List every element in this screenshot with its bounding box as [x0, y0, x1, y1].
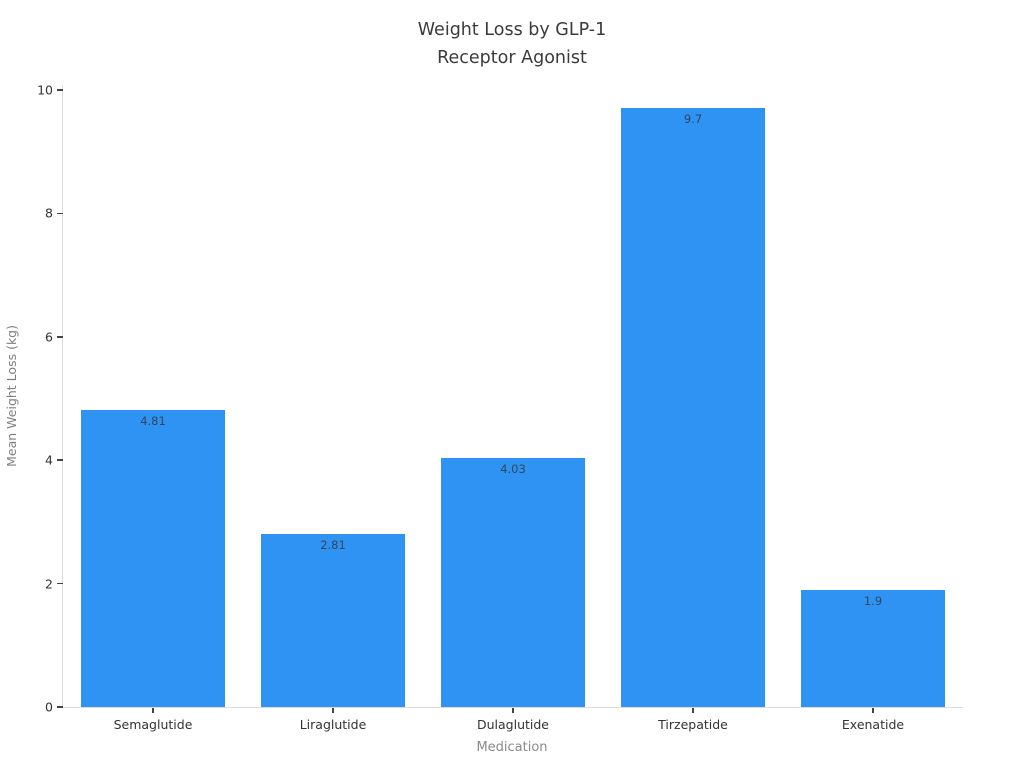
x-tick-mark-dulaglutide — [512, 708, 514, 713]
y-axis-title: Mean Weight Loss (kg) — [0, 85, 22, 707]
x-tick-label-semaglutide: Semaglutide — [113, 717, 193, 732]
x-tick-label-tirzepatide: Tirzepatide — [658, 717, 728, 732]
x-tick-mark-tirzepatide — [692, 708, 694, 713]
y-tick-mark-2 — [57, 582, 63, 585]
plot-area: 0 2 4 6 8 10 4.81 Semaglutide 2.81 Liraglutide 4.0… — [37, 82, 963, 732]
x-tick-mark-exenatide — [872, 708, 874, 713]
bar-liraglutide — [261, 533, 405, 707]
y-axis-title-text: Mean Weight Loss (kg) — [3, 325, 19, 467]
chart-title-line-2: Receptor Agonist — [437, 48, 587, 68]
x-axis-title: Medication — [476, 740, 548, 755]
y-tick-mark-0 — [57, 706, 63, 708]
y-tick-label-10: 10 — [37, 82, 53, 98]
y-tick-mark-10 — [57, 89, 63, 91]
y-tick-label-8: 8 — [45, 205, 53, 221]
y-tick-mark-8 — [57, 212, 63, 215]
x-tick-mark-liraglutide — [332, 708, 334, 713]
x-tick-label-liraglutide: Liraglutide — [299, 717, 367, 732]
x-tick-label-exenatide: Exenatide — [841, 717, 905, 732]
bar-exenatide — [801, 589, 945, 707]
bar-dulaglutide — [441, 458, 585, 707]
x-tick-mark-semaglutide — [152, 708, 154, 713]
chart-title-line-1: Weight Loss by GLP-1 — [417, 20, 607, 40]
chart-title: Weight Loss by GLP-1 Receptor Agonist — [0, 16, 1024, 72]
y-tick-label-4: 4 — [45, 452, 53, 468]
y-tick-label-6: 6 — [45, 329, 53, 345]
y-tick-label-2: 2 — [45, 576, 53, 592]
y-tick-mark-6 — [57, 336, 63, 338]
bar-semaglutide — [81, 410, 225, 707]
y-tick-label-0: 0 — [45, 699, 53, 715]
bar-tirzepatide — [621, 108, 765, 707]
x-tick-label-dulaglutide: Dulaglutide — [476, 717, 549, 732]
y-tick-mark-4 — [57, 459, 63, 461]
